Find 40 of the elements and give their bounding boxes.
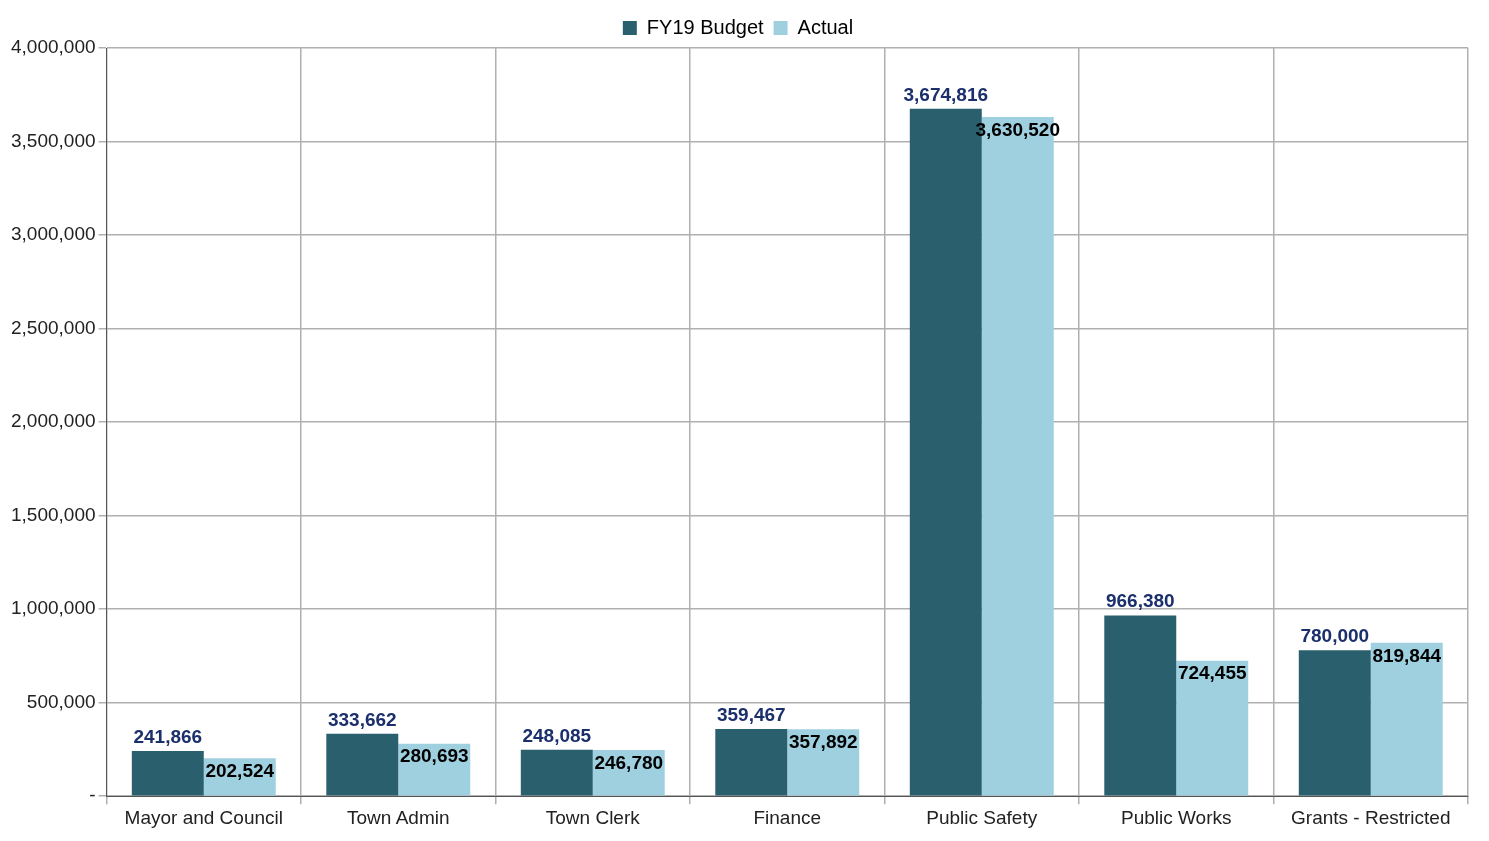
x-tick-label: Public Works [1121, 806, 1232, 828]
y-tick-label: 2,000,000 [10, 410, 96, 432]
data-label: 246,780 [594, 751, 664, 773]
data-label: 357,892 [788, 730, 858, 752]
bar [715, 728, 788, 796]
y-tick-label: 2,500,000 [10, 316, 96, 338]
legend-label: Actual [797, 15, 854, 38]
data-label: 966,380 [1105, 590, 1175, 612]
x-tick-label: Town Clerk [545, 806, 641, 828]
x-tick-label: Town Admin [347, 806, 450, 828]
data-label: 359,467 [716, 703, 786, 725]
data-label: 724,455 [1177, 662, 1248, 684]
y-tick-label: 3,500,000 [10, 129, 96, 151]
y-tick-label: 500,000 [26, 690, 96, 712]
bar [1298, 650, 1371, 796]
bar [326, 733, 399, 796]
bar [1104, 615, 1177, 796]
y-tick-label: - [89, 784, 96, 806]
x-tick-label: Public Safety [926, 806, 1038, 828]
bar [131, 750, 204, 796]
data-label: 241,866 [133, 725, 203, 747]
data-label: 248,085 [522, 724, 592, 746]
data-label: 202,524 [205, 760, 275, 782]
data-label: 280,693 [399, 745, 469, 767]
x-tick-label: Finance [753, 806, 822, 828]
data-label: 780,000 [1300, 625, 1370, 647]
bar [520, 749, 593, 796]
bar [1176, 660, 1249, 796]
legend-label: FY19 Budget [646, 15, 765, 38]
data-label: 3,630,520 [975, 118, 1061, 140]
y-tick-label: 1,000,000 [10, 597, 96, 619]
data-label: 819,844 [1372, 644, 1442, 666]
y-tick-label: 1,500,000 [10, 503, 96, 525]
x-tick-label: Mayor and Council [124, 806, 283, 828]
x-tick-label: Grants - Restricted [1291, 806, 1451, 828]
data-label: 3,674,816 [903, 83, 989, 105]
y-tick-label: 4,000,000 [10, 36, 96, 58]
y-tick-label: 3,000,000 [10, 223, 96, 245]
bar [1370, 642, 1443, 796]
data-label: 333,662 [327, 708, 397, 730]
